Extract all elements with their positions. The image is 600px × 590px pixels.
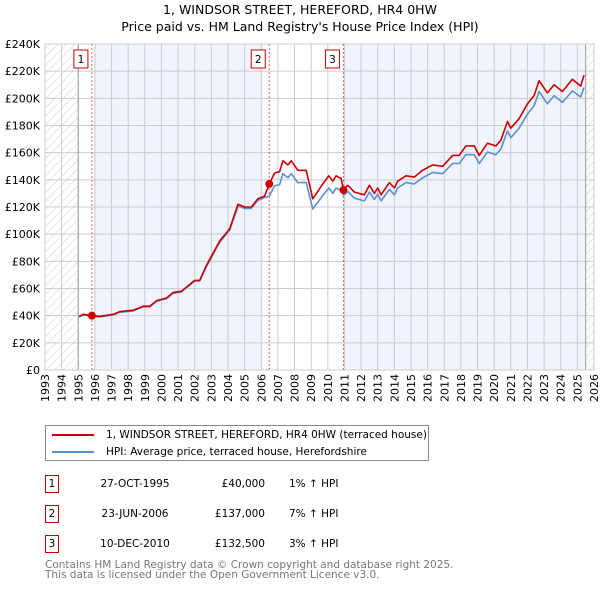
sale-label-box <box>73 49 89 69</box>
sale-point <box>87 311 96 320</box>
y-tick-label: £60K <box>12 283 41 296</box>
y-tick-label: £20K <box>12 337 41 350</box>
x-tick-label: 2019 <box>472 374 485 402</box>
sale-label-box <box>324 49 340 69</box>
x-tick-label: 2021 <box>505 374 518 402</box>
y-tick-label: £40K <box>12 310 41 323</box>
transaction-date: 23-JUN-2006 <box>101 508 169 520</box>
y-tick-label: £100K <box>5 228 41 241</box>
x-tick-label: 1997 <box>106 374 119 402</box>
sale-point <box>265 179 274 188</box>
x-tick-label: 2015 <box>405 374 418 402</box>
x-tick-label: 2026 <box>588 374 600 402</box>
y-tick-label: £140K <box>5 174 41 187</box>
x-tick-label: 2009 <box>305 374 318 402</box>
transaction-number: 1 <box>45 475 59 493</box>
transaction-price: £137,000 <box>214 508 265 520</box>
transaction-date: 27-OCT-1995 <box>100 478 170 490</box>
transaction-number: 2 <box>45 505 59 523</box>
y-tick-label: £80K <box>12 255 41 268</box>
legend-label: 1, WINDSOR STREET, HEREFORD, HR4 0HW (te… <box>106 429 427 441</box>
x-tick-label: 2018 <box>455 374 468 402</box>
chart-title: 1, WINDSOR STREET, HEREFORD, HR4 0HW <box>163 2 437 17</box>
x-tick-label: 1995 <box>72 374 85 402</box>
x-tick-label: 2004 <box>222 374 235 402</box>
legend-item-property: 1, WINDSOR STREET, HEREFORD, HR4 0HW (te… <box>46 427 427 443</box>
plot-border <box>44 43 595 371</box>
transaction-hpi: 7% ↑ HPI <box>289 508 339 520</box>
legend-item-hpi: HPI: Average price, terraced house, Here… <box>46 444 367 460</box>
sale-label: 1 <box>78 54 85 66</box>
legend-swatch-blue <box>52 451 94 453</box>
sale-label-box <box>250 49 266 69</box>
price-chart: 1, WINDSOR STREET, HEREFORD, HR4 0HW Pri… <box>5 2 600 402</box>
x-tick-label: 1998 <box>122 374 135 402</box>
x-tick-label: 2005 <box>239 374 252 402</box>
sale-label: 3 <box>329 54 336 66</box>
x-tick-label: 2008 <box>289 374 302 402</box>
y-tick-label: £0 <box>26 364 40 377</box>
chart-subtitle: Price paid vs. HM Land Registry's House … <box>121 19 478 34</box>
sale-point <box>339 186 348 195</box>
footer-copyright: Contains HM Land Registry data © Crown c… <box>45 559 454 571</box>
x-tick-label: 1999 <box>139 374 152 402</box>
y-tick-label: £160K <box>5 147 41 160</box>
transaction-hpi: 3% ↑ HPI <box>289 538 339 550</box>
x-tick-label: 2022 <box>521 374 534 402</box>
x-tick-label: 1993 <box>39 374 52 402</box>
x-tick-label: 2003 <box>205 374 218 402</box>
legend: 1, WINDSOR STREET, HEREFORD, HR4 0HW (te… <box>45 425 429 461</box>
y-tick-label: £200K <box>5 92 41 105</box>
transaction-price: £132,500 <box>214 538 265 550</box>
transaction-price: £40,000 <box>221 478 265 490</box>
transaction-number: 3 <box>45 535 59 553</box>
x-tick-label: 2017 <box>438 374 451 402</box>
legend-swatch-red <box>52 434 94 436</box>
x-tick-label: 2013 <box>372 374 385 402</box>
y-tick-label: £220K <box>5 65 41 78</box>
x-tick-label: 2011 <box>338 374 351 402</box>
x-tick-label: 2016 <box>422 374 435 402</box>
x-tick-label: 1996 <box>89 374 102 402</box>
x-tick-label: 2000 <box>155 374 168 402</box>
x-tick-label: 2023 <box>538 374 551 402</box>
x-tick-label: 2007 <box>272 374 285 402</box>
y-tick-label: £240K <box>5 38 41 51</box>
transaction-date: 10-DEC-2010 <box>100 538 170 550</box>
x-tick-label: 2025 <box>571 374 584 402</box>
x-tick-label: 2006 <box>255 374 268 402</box>
transaction-hpi: 1% ↑ HPI <box>289 478 339 490</box>
sale-label: 2 <box>255 54 262 66</box>
y-tick-label: £180K <box>5 120 41 133</box>
x-tick-label: 2010 <box>322 374 335 402</box>
y-tick-label: £120K <box>5 201 41 214</box>
x-tick-label: 2002 <box>189 374 202 402</box>
x-tick-label: 2014 <box>388 374 401 402</box>
x-tick-label: 2024 <box>555 374 568 402</box>
x-tick-label: 2001 <box>172 374 185 402</box>
footer: Contains HM Land Registry data © Crown c… <box>45 559 454 581</box>
legend-label: HPI: Average price, terraced house, Here… <box>106 446 367 458</box>
x-tick-label: 2012 <box>355 374 368 402</box>
x-tick-label: 1994 <box>56 374 69 402</box>
footer-licence: This data is licensed under the Open Gov… <box>45 569 380 581</box>
x-tick-label: 2020 <box>488 374 501 402</box>
property-price-line <box>78 74 585 318</box>
